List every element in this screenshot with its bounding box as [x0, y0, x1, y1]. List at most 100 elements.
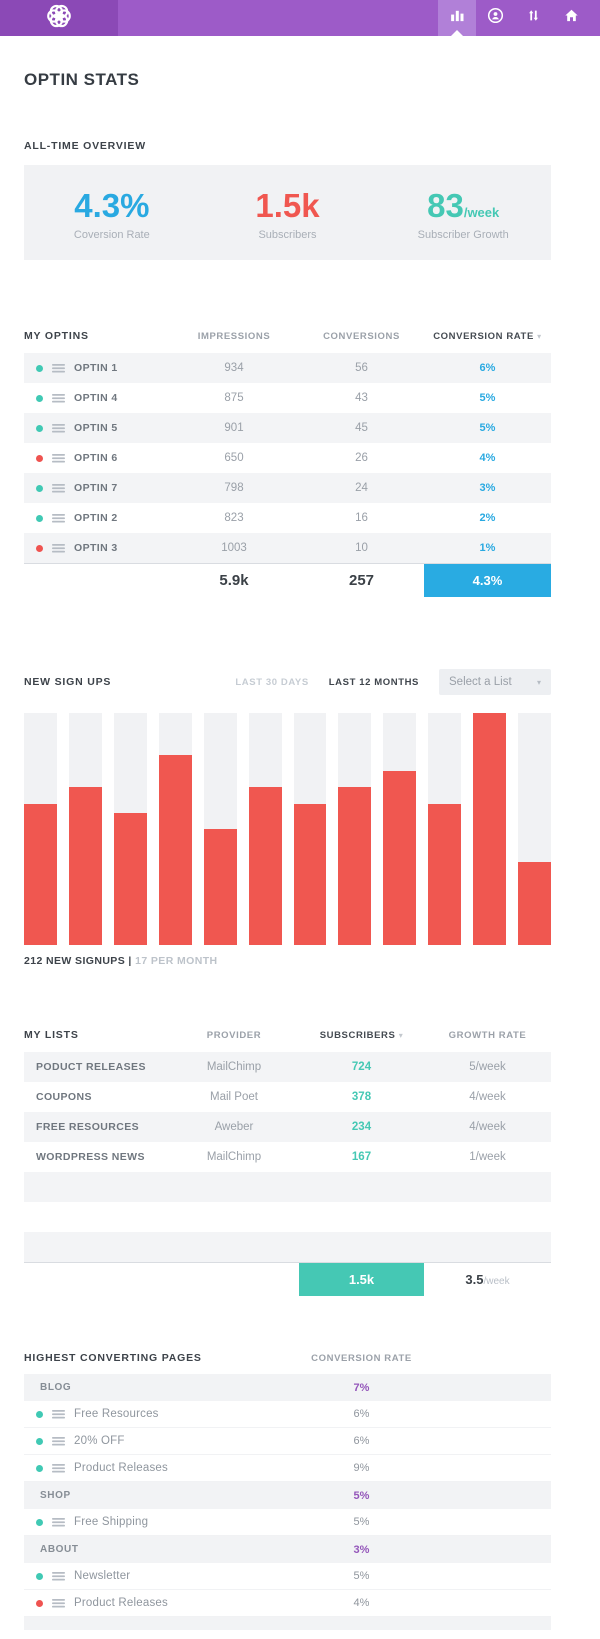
page-group-rate: 5% [353, 1489, 370, 1502]
row-label: Product Releases [24, 1597, 299, 1609]
stat-value: 83 [427, 186, 464, 224]
overview-section: ALL-TIME OVERVIEW 4.3% Coversion Rate 1.… [24, 140, 551, 260]
total-growth-rate: 3.5/week [465, 1272, 510, 1287]
highest-converting-section: HIGHEST CONVERTING PAGES CONVERSION RATE… [24, 1352, 551, 1630]
list-row[interactable]: WORDPRESS NEWS MailChimp 167 1/week [24, 1142, 551, 1172]
stat-value: 4.3% [74, 186, 150, 224]
stat-subscribers: 1.5k Subscribers [200, 165, 376, 260]
list-row[interactable]: FREE RESOURCES Aweber 234 4/week [24, 1112, 551, 1142]
column-header-impressions[interactable]: IMPRESSIONS [197, 330, 271, 342]
growth-rate-value: 1/week [469, 1151, 506, 1163]
page-group-row[interactable]: BLOG 7% [24, 1374, 551, 1401]
chart-column-track [473, 713, 507, 945]
row-name-text: OPTIN 6 [74, 452, 118, 464]
caption-total: 212 NEW SIGNUPS | [24, 955, 132, 967]
tab-last-30-days[interactable]: LAST 30 DAYS [235, 676, 309, 688]
status-dot [36, 1572, 43, 1580]
conversion-rate-value: 4% [479, 452, 496, 464]
column-header-conversions[interactable]: CONVERSIONS [323, 330, 400, 342]
chart-bar-month-6[interactable] [248, 787, 282, 945]
row-label: Newsletter [24, 1570, 299, 1582]
caption-average: 17 PER MONTH [135, 955, 218, 967]
optin-row[interactable]: OPTIN 3 1003 10 1% [24, 533, 551, 563]
app-logo[interactable] [0, 0, 118, 36]
stat-label: Subscriber Growth [417, 228, 509, 241]
column-header-subscribers[interactable]: SUBSCRIBERS ▾ [319, 1029, 404, 1041]
total-subscribers-badge: 1.5k [299, 1263, 424, 1296]
column-header-provider[interactable]: PROVIDER [206, 1029, 262, 1041]
chart-bar-month-3[interactable] [113, 812, 147, 945]
row-name-text: Free Shipping [74, 1516, 149, 1528]
chart-bar-month-5[interactable] [203, 829, 237, 945]
list-name: COUPONS [36, 1091, 92, 1103]
signups-bar-chart [24, 713, 552, 945]
page-optin-row[interactable]: Free Shipping 5% [24, 1509, 551, 1536]
stat-conversion-rate: 4.3% Coversion Rate [24, 165, 200, 260]
chart-bar-month-1[interactable] [24, 804, 57, 945]
optin-form-icon [52, 1436, 65, 1446]
row-label: OPTIN 6 [24, 452, 169, 464]
page-group-name: ABOUT [40, 1544, 79, 1555]
empty-row [24, 1232, 551, 1262]
empty-row [24, 1202, 551, 1232]
optin-form-icon [52, 393, 65, 403]
subscribers-value: 234 [351, 1121, 372, 1133]
chart-bar-month-4[interactable] [158, 754, 192, 945]
chart-column-track [158, 713, 192, 945]
impressions-value: 901 [224, 422, 244, 434]
chevron-down-icon: ▾ [536, 677, 541, 687]
impressions-value: 934 [224, 362, 244, 374]
optin-row[interactable]: OPTIN 6 650 26 4% [24, 443, 551, 473]
select-a-list-dropdown[interactable]: Select a List ▾ [439, 669, 551, 695]
optin-row[interactable]: OPTIN 4 875 43 5% [24, 383, 551, 413]
chart-column-track [383, 713, 417, 945]
my-lists-section: MY LISTS PROVIDER SUBSCRIBERS ▾ GROWTH R… [24, 1029, 551, 1296]
optin-row[interactable]: OPTIN 5 901 45 5% [24, 413, 551, 443]
chart-bar-month-7[interactable] [293, 804, 327, 945]
optin-form-icon [52, 513, 65, 523]
list-row[interactable]: PODUCT RELEASES MailChimp 724 5/week [24, 1052, 551, 1082]
optin-row[interactable]: OPTIN 1 934 56 6% [24, 353, 551, 383]
column-header-growth-rate[interactable]: GROWTH RATE [448, 1029, 527, 1041]
status-dot [36, 454, 43, 462]
stat-value: 1.5k [255, 186, 320, 224]
page-optin-row[interactable]: Product Releases 9% [24, 1455, 551, 1482]
page-group-rate: 3% [353, 1543, 370, 1556]
optin-row[interactable]: OPTIN 2 823 16 2% [24, 503, 551, 533]
my-optins-rows: OPTIN 1 934 56 6% OPTIN 4 875 43 5% OPTIN 5 901 45… [24, 353, 551, 563]
chart-bar-month-10[interactable] [428, 804, 462, 945]
optin-row[interactable]: OPTIN 7 798 24 3% [24, 473, 551, 503]
nav-import-export-tab[interactable] [514, 0, 552, 36]
page-group-row[interactable]: SHOP 5% [24, 1482, 551, 1509]
list-name: WORDPRESS NEWS [36, 1151, 145, 1163]
list-row[interactable]: COUPONS Mail Poet 378 4/week [24, 1082, 551, 1112]
column-header-conversion-rate[interactable]: CONVERSION RATE [311, 1352, 412, 1364]
chart-bar-month-2[interactable] [68, 787, 102, 945]
chart-bar-month-8[interactable] [338, 787, 372, 945]
nav-stats-tab[interactable] [438, 0, 476, 36]
row-name-text: OPTIN 5 [74, 422, 118, 434]
my-optins-title: MY OPTINS [24, 330, 89, 342]
nav-account-tab[interactable] [476, 0, 514, 36]
provider-value: MailChimp [206, 1151, 262, 1163]
chart-column-track [293, 713, 327, 945]
optin-form-icon [52, 363, 65, 373]
chart-column-track [203, 713, 237, 945]
page-optin-row[interactable]: Product Releases 4% [24, 1590, 551, 1617]
chart-bar-month-12[interactable] [518, 862, 552, 945]
row-label: Product Releases [24, 1462, 299, 1474]
chart-bar-month-11[interactable] [473, 713, 507, 945]
nav-home-tab[interactable] [552, 0, 590, 36]
row-name-text: 20% OFF [74, 1435, 125, 1447]
page-group-row[interactable]: ABOUT 3% [24, 1536, 551, 1563]
chart-bar-month-9[interactable] [383, 771, 417, 945]
page-optin-row[interactable]: 20% OFF 6% [24, 1428, 551, 1455]
column-header-conversion-rate[interactable]: CONVERSION RATE ▾ [433, 330, 542, 342]
page-optin-row[interactable]: Free Resources 6% [24, 1401, 551, 1428]
row-label: OPTIN 2 [24, 512, 169, 524]
status-dot [36, 394, 43, 402]
conversions-value: 26 [355, 452, 368, 464]
tab-last-12-months[interactable]: LAST 12 MONTHS [328, 676, 419, 688]
status-dot [36, 424, 43, 432]
page-optin-row[interactable]: Newsletter 5% [24, 1563, 551, 1590]
